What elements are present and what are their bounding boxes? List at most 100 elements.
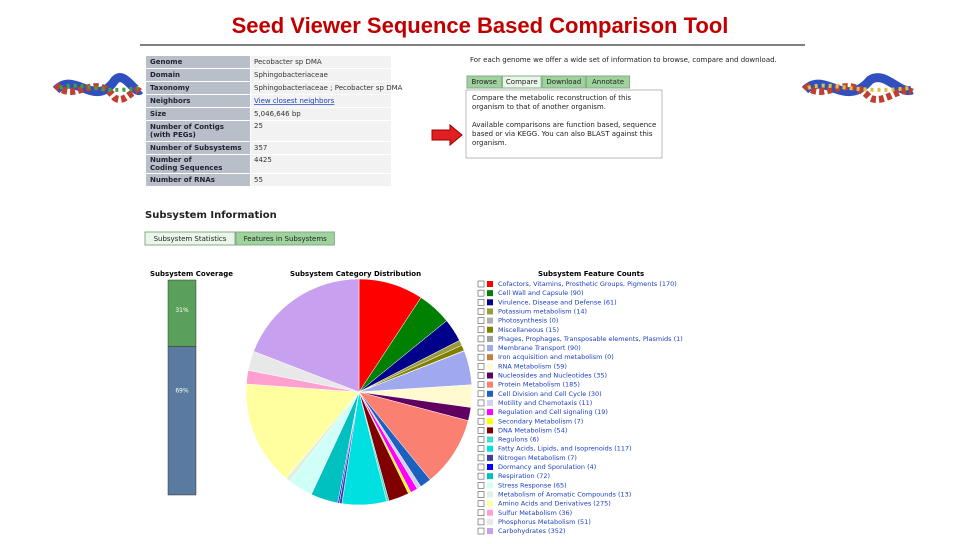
coverage-label: 31%	[175, 307, 189, 314]
legend-swatch	[487, 299, 493, 306]
info-text: Available comparisons are function based…	[472, 121, 657, 147]
table-key-cell	[146, 69, 250, 81]
table-value: 55	[254, 176, 263, 184]
expand-icon[interactable]	[477, 353, 485, 361]
legend-swatch	[487, 491, 493, 498]
legend-swatch	[487, 372, 493, 379]
legend-label: Potassium metabolism (14)	[498, 307, 587, 315]
expand-icon[interactable]	[477, 491, 485, 498]
table-key-line: Number of	[150, 156, 193, 164]
legend-label: Nucleosides and Nucleotides (35)	[498, 372, 607, 380]
table-key-cell	[146, 56, 250, 68]
legend-swatch	[487, 427, 493, 434]
legend-label: DNA Metabolism (54)	[498, 426, 567, 434]
table-value-cell	[251, 56, 391, 68]
legend-swatch	[487, 418, 493, 425]
table-value-cell	[251, 69, 391, 81]
table-value-cell	[251, 142, 391, 154]
slide-title: Seed Viewer Sequence Based Comparison To…	[232, 13, 729, 38]
legend-swatch	[487, 464, 493, 470]
legend-label: Cell Division and Cell Cycle (30)	[498, 390, 602, 398]
legend-label: Motility and Chemotaxis (11)	[498, 399, 592, 407]
legend-swatch	[487, 518, 493, 525]
table-key: Size	[150, 110, 167, 118]
legend-swatch	[487, 454, 493, 461]
tab-label: Subsystem Statistics	[154, 235, 227, 243]
tab	[501, 75, 542, 89]
legend-label: Phosphorus Metabolism (51)	[498, 518, 591, 526]
expand-icon[interactable]	[477, 399, 485, 407]
expand-icon[interactable]	[477, 372, 485, 379]
info-intro: For each genome we offer a wide set of i…	[470, 56, 777, 64]
table-value-cell	[251, 82, 391, 94]
expand-icon[interactable]	[477, 326, 485, 334]
legend-swatch	[487, 409, 493, 416]
expand-icon[interactable]	[477, 280, 485, 288]
expand-icon[interactable]	[477, 381, 485, 388]
table-value: 4425	[254, 156, 272, 164]
coverage-segment	[167, 346, 197, 496]
panel-title: Subsystem Coverage	[150, 270, 233, 278]
info-box	[465, 89, 663, 159]
expand-icon[interactable]	[477, 481, 485, 489]
legend-swatch	[487, 509, 493, 516]
legend-label: Stress Response (65)	[498, 481, 567, 489]
expand-icon[interactable]	[477, 417, 485, 425]
table-value: Pecobacter sp DMA	[254, 58, 322, 66]
expand-icon[interactable]	[477, 308, 485, 315]
legend-swatch	[487, 445, 493, 452]
expand-icon[interactable]	[477, 445, 485, 453]
legend-label: Virulence, Disease and Defense (61)	[498, 298, 617, 306]
panel-title: Subsystem Feature Counts	[538, 270, 644, 278]
table-value: View closest neighbors	[254, 97, 335, 105]
expand-icon[interactable]	[477, 463, 485, 471]
table-key-cell	[146, 121, 250, 141]
expand-icon[interactable]	[477, 298, 485, 306]
info-text: Compare the metabolic reconstruction of …	[472, 94, 632, 111]
dna-right	[801, 73, 914, 103]
table-value: 25	[254, 122, 263, 130]
expand-icon[interactable]	[477, 408, 485, 416]
expand-icon[interactable]	[477, 436, 485, 443]
legend-label: Metabolism of Aromatic Compounds (13)	[498, 490, 631, 498]
table-key-cell	[146, 155, 250, 173]
expand-icon[interactable]	[477, 527, 485, 535]
expand-icon[interactable]	[477, 454, 485, 462]
table-value: 5,046,646 bp	[254, 110, 301, 118]
expand-icon[interactable]	[477, 335, 485, 343]
coverage-segment	[167, 279, 197, 347]
expand-icon[interactable]	[477, 289, 485, 297]
expand-icon[interactable]	[477, 472, 485, 480]
table-key-cell	[146, 95, 250, 107]
table-key: Taxonomy	[150, 84, 190, 92]
expand-icon[interactable]	[477, 344, 485, 352]
expand-icon[interactable]	[477, 390, 485, 398]
expand-icon[interactable]	[477, 317, 485, 324]
legend-swatch	[487, 473, 493, 480]
expand-icon[interactable]	[477, 518, 485, 526]
table-value-cell	[251, 174, 391, 186]
expand-icon[interactable]	[477, 509, 485, 517]
table-value-cell	[251, 121, 391, 141]
tab-label: Compare	[506, 78, 538, 86]
legend-swatch	[487, 399, 493, 406]
legend-label: Cofactors, Vitamins, Prosthetic Groups, …	[498, 280, 677, 288]
expand-icon[interactable]	[477, 427, 485, 434]
legend-label: Respiration (72)	[498, 472, 550, 480]
section-heading: Subsystem Information	[145, 210, 277, 221]
table-key: Genome	[150, 58, 183, 66]
legend-swatch	[487, 317, 493, 324]
table-key: Neighbors	[150, 97, 190, 105]
expand-icon[interactable]	[477, 500, 485, 507]
expand-icon[interactable]	[477, 363, 485, 370]
tab	[585, 75, 631, 89]
table-value: Sphingobacteriaceae	[254, 71, 328, 79]
legend-swatch	[487, 326, 493, 333]
table-key: Number of Subsystems	[150, 144, 242, 152]
info-text-box: Compare the metabolic reconstruction of …	[472, 94, 657, 147]
table-key-line: (with PEGs)	[150, 131, 196, 139]
legend-label: Regulons (6)	[498, 436, 539, 444]
table-key-cell	[146, 174, 250, 186]
legend-swatch	[487, 482, 493, 489]
